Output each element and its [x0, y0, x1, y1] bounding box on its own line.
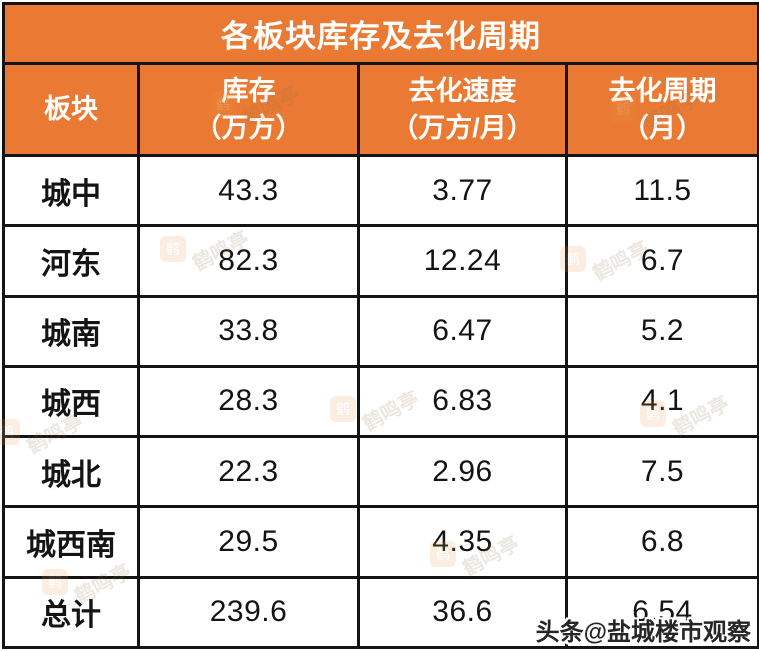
- cycle-value: 6.54: [565, 575, 759, 650]
- table-title: 各板块库存及去化周期: [2, 2, 759, 65]
- table-row: 城北 22.3 2.96 7.5: [2, 435, 759, 509]
- table-row: 总计 239.6 36.6 6.54: [2, 575, 759, 650]
- col-header-cycle-line1: 去化周期: [608, 76, 717, 107]
- col-header-speed-line2: （万方/月）: [391, 112, 534, 143]
- col-header-sector-line1: 板块: [44, 94, 98, 125]
- inventory-value: 29.5: [137, 505, 360, 579]
- inventory-value: 28.3: [137, 364, 360, 439]
- speed-value: 6.47: [357, 294, 568, 368]
- speed-value: 6.83: [357, 364, 568, 439]
- speed-value: 12.24: [357, 224, 568, 298]
- table-row: 城中 43.3 3.77 11.5: [2, 153, 759, 228]
- table-row: 河东 82.3 12.24 6.7: [2, 224, 759, 298]
- row-label: 城南: [2, 294, 140, 368]
- row-label: 城西南: [2, 505, 140, 579]
- header-row: 板块 库存 （万方） 去化速度 （万方/月） 去化周期 （月）: [2, 62, 759, 157]
- col-header-speed-line1: 去化速度: [408, 76, 517, 107]
- cycle-value: 11.5: [565, 153, 759, 228]
- speed-value: 2.96: [357, 435, 568, 509]
- row-label: 总计: [2, 575, 140, 650]
- row-label: 城北: [2, 435, 140, 509]
- speed-value: 4.35: [357, 505, 568, 579]
- cycle-value: 7.5: [565, 435, 759, 509]
- inventory-value: 82.3: [137, 224, 360, 298]
- col-header-inventory-line2: （万方）: [194, 112, 303, 143]
- table-row: 城南 33.8 6.47 5.2: [2, 294, 759, 368]
- cycle-value: 6.7: [565, 224, 759, 298]
- inventory-value: 43.3: [137, 153, 360, 228]
- inventory-value: 33.8: [137, 294, 360, 368]
- cycle-value: 6.8: [565, 505, 759, 579]
- speed-value: 36.6: [357, 575, 568, 650]
- title-row: 各板块库存及去化周期: [2, 2, 759, 65]
- col-header-cycle-line2: （月）: [622, 112, 703, 143]
- row-label: 城中: [2, 153, 140, 228]
- table-row: 城西南 29.5 4.35 6.8: [2, 505, 759, 579]
- row-label: 城西: [2, 364, 140, 439]
- inventory-value: 239.6: [137, 575, 360, 650]
- table-row: 城西 28.3 6.83 4.1: [2, 364, 759, 439]
- row-label: 河东: [2, 224, 140, 298]
- speed-value: 3.77: [357, 153, 568, 228]
- col-header-inventory-line1: 库存: [221, 76, 276, 107]
- col-header-speed: 去化速度 （万方/月）: [357, 62, 568, 157]
- col-header-sector: 板块: [2, 62, 140, 157]
- col-header-cycle: 去化周期 （月）: [565, 62, 759, 157]
- inventory-value: 22.3: [137, 435, 360, 509]
- cycle-value: 4.1: [565, 364, 759, 439]
- col-header-inventory: 库存 （万方）: [137, 62, 360, 157]
- cycle-value: 5.2: [565, 294, 759, 368]
